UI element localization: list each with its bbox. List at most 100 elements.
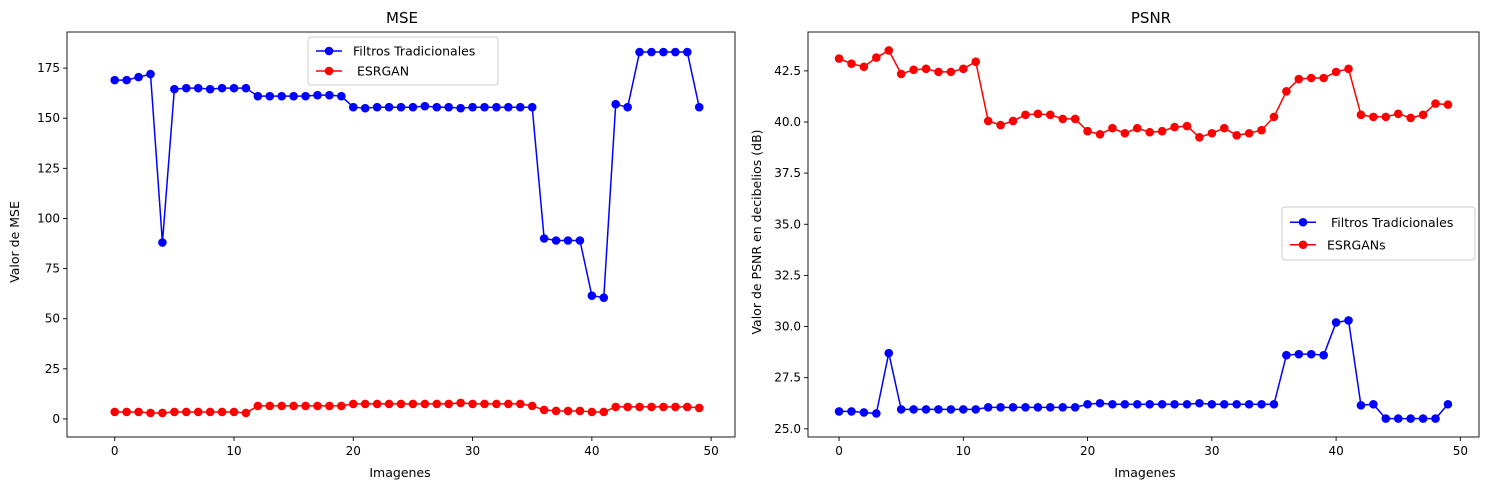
- psnr-series-1-point: [921, 64, 931, 74]
- psnr-series-0-line: [839, 319, 1449, 420]
- psnr-series-0-point: [1319, 350, 1328, 360]
- psnr-series-0-point: [1182, 399, 1192, 409]
- psnr-series-1-point: [1033, 109, 1043, 119]
- psnr-series-0-point: [1406, 414, 1415, 423]
- psnr-y-tick-label: 30.0: [774, 320, 801, 334]
- psnr-series-1-point: [1046, 110, 1055, 120]
- mse-series-1-point: [241, 408, 251, 418]
- mse-series-1-point: [217, 407, 227, 417]
- psnr-series-0-point: [1418, 414, 1428, 423]
- psnr-series-0-point: [1356, 401, 1366, 410]
- mse-series-0-point: [611, 99, 621, 109]
- psnr-series-0-point: [872, 409, 881, 418]
- psnr-series-1-point: [1219, 123, 1229, 133]
- psnr-series-0-point: [1331, 318, 1341, 327]
- psnr-series-1-point: [1108, 123, 1117, 133]
- mse-series-1-point: [671, 402, 680, 412]
- mse-series-0-point: [193, 83, 203, 93]
- mse-series-1-point: [611, 402, 621, 412]
- psnr-x-axis-label: Imagenes: [1114, 465, 1175, 480]
- mse-series-1-point: [348, 399, 358, 409]
- mse-y-tick-label: 175: [37, 61, 60, 75]
- psnr-series-1-point: [1207, 128, 1217, 138]
- psnr-series-1-point: [1294, 74, 1304, 84]
- mse-series-1-point: [527, 401, 537, 411]
- mse-legend-label-0: Filtros Tradicionales: [353, 44, 475, 59]
- psnr-series-1-point: [1244, 128, 1254, 138]
- mse-series-1-point: [301, 401, 310, 411]
- psnr-series-0-point: [1021, 403, 1030, 412]
- psnr-series-1-point: [1344, 64, 1353, 74]
- mse-series-0-point: [253, 91, 263, 101]
- psnr-series-0-point: [1393, 414, 1403, 423]
- psnr-series-0-point: [971, 405, 981, 414]
- mse-series-1-point: [694, 403, 704, 413]
- mse-series-0-point: [205, 84, 215, 94]
- psnr-series-1-point: [1021, 110, 1030, 120]
- psnr-y-tick-label: 42.5: [774, 64, 801, 78]
- mse-series-0-point: [289, 91, 298, 101]
- psnr-series-1-point: [1369, 112, 1378, 122]
- psnr-series-0-point: [1269, 399, 1279, 409]
- psnr-series-1-point: [847, 59, 856, 68]
- psnr-series-1-point: [872, 53, 881, 62]
- mse-series-1-point: [181, 407, 191, 417]
- mse-legend-marker-0: [324, 46, 334, 56]
- mse-x-tick-label: 50: [704, 444, 719, 458]
- mse-series-0-point: [325, 90, 334, 100]
- psnr-series-0-point: [1244, 399, 1254, 409]
- mse-series-0-point: [170, 84, 179, 94]
- mse-series-1-point: [456, 398, 465, 408]
- mse-series-0-point: [146, 69, 155, 79]
- mse-series-1-point: [110, 407, 120, 417]
- mse-series-1-point: [623, 402, 632, 412]
- mse-series-0-point: [277, 91, 287, 101]
- mse-series-0-point: [158, 238, 167, 247]
- mse-series-0-point: [671, 47, 680, 57]
- psnr-x-tick-label: 20: [1080, 444, 1095, 458]
- mse-series-1-point: [384, 399, 394, 409]
- psnr-series-0-point: [1108, 399, 1117, 409]
- mse-series-0-point: [515, 102, 525, 112]
- psnr-series-0-point: [1132, 399, 1142, 409]
- mse-legend-box: [307, 36, 499, 86]
- psnr-series-1-point: [1058, 114, 1068, 124]
- psnr-series-0-point: [896, 405, 906, 414]
- psnr-plot-frame: [807, 31, 1480, 438]
- psnr-series-0-point: [1257, 399, 1266, 409]
- psnr-y-tick-label: 35.0: [774, 217, 801, 231]
- psnr-series-0-point: [1306, 349, 1316, 359]
- psnr-series-0-point: [1381, 414, 1391, 423]
- psnr-series-1-point: [1282, 87, 1291, 96]
- mse-series-1-point: [122, 407, 131, 417]
- psnr-series-1-point: [946, 67, 956, 77]
- psnr-series-1-point: [1083, 126, 1092, 136]
- psnr-series-0-point: [1344, 316, 1353, 325]
- psnr-series-0-point: [1207, 399, 1217, 409]
- psnr-legend-marker-1: [1298, 240, 1308, 250]
- mse-series-0-point: [384, 102, 394, 112]
- mse-series-0-point: [587, 291, 597, 300]
- psnr-legend-marker-0: [1298, 217, 1308, 227]
- psnr-series-0-point: [934, 405, 943, 414]
- psnr-series-1-point: [1406, 113, 1415, 123]
- psnr-series-1-point: [1157, 126, 1167, 136]
- mse-series-0-point: [527, 102, 537, 112]
- psnr-series-1-point: [1170, 122, 1179, 132]
- mse-series-1-point: [372, 399, 382, 409]
- mse-series-1-point: [575, 406, 585, 416]
- mse-series-0-point: [539, 234, 549, 243]
- mse-series-1-point: [468, 399, 477, 409]
- psnr-series-0-point: [1033, 403, 1043, 412]
- mse-series-0-point: [122, 75, 131, 85]
- mse-x-tick-label: 20: [346, 444, 361, 458]
- mse-series-1-point: [432, 399, 442, 409]
- psnr-series-1-point: [983, 116, 993, 126]
- mse-series-1-point: [134, 407, 143, 417]
- mse-series-0-point: [360, 103, 370, 113]
- mse-y-tick-label: 0: [52, 412, 60, 426]
- mse-series-1-point: [539, 405, 549, 415]
- mse-series-1-point: [265, 401, 275, 411]
- psnr-series-1-point: [1393, 109, 1403, 119]
